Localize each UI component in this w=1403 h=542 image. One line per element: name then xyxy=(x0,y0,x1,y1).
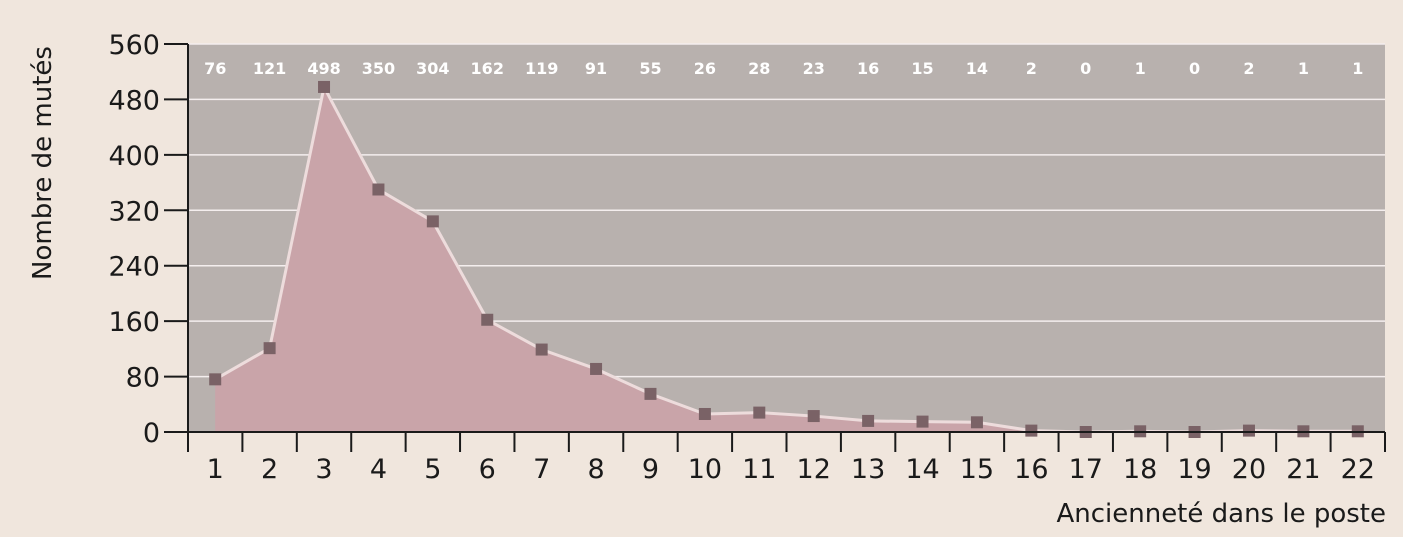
data-point-4 xyxy=(372,183,385,196)
x-tick-label-14: 14 xyxy=(905,454,939,485)
y-tick-label-480: 480 xyxy=(108,85,160,116)
x-tick-label-12: 12 xyxy=(797,454,831,485)
x-tick-label-10: 10 xyxy=(688,454,722,485)
data-label-6: 162 xyxy=(471,59,504,78)
data-label-3: 498 xyxy=(307,59,340,78)
x-tick-label-13: 13 xyxy=(851,454,885,485)
data-label-9: 55 xyxy=(639,59,661,78)
data-label-20: 2 xyxy=(1243,59,1254,78)
data-label-17: 0 xyxy=(1080,59,1091,78)
data-point-2 xyxy=(263,342,276,355)
data-label-22: 1 xyxy=(1352,59,1363,78)
x-tick-label-4: 4 xyxy=(370,454,387,485)
data-point-15 xyxy=(970,416,983,429)
x-tick-label-3: 3 xyxy=(315,454,332,485)
data-point-10 xyxy=(698,407,711,420)
y-axis-title: Nombre de mutés xyxy=(28,46,58,280)
x-tick-label-20: 20 xyxy=(1232,454,1266,485)
x-tick-label-19: 19 xyxy=(1177,454,1211,485)
data-label-8: 91 xyxy=(585,59,607,78)
data-point-16 xyxy=(1025,424,1038,437)
x-tick-label-11: 11 xyxy=(742,454,776,485)
x-tick-label-1: 1 xyxy=(207,454,224,485)
data-label-11: 28 xyxy=(748,59,770,78)
data-label-1: 76 xyxy=(204,59,226,78)
data-labels: 76 121 498 350 304 162 119 91 55 26 28 23 16 15 14 2 0 1 0… xyxy=(204,59,1363,78)
data-label-18: 1 xyxy=(1135,59,1146,78)
y-tick-label-160: 160 xyxy=(108,307,160,338)
y-tick-label-80: 80 xyxy=(126,363,160,394)
data-label-19: 0 xyxy=(1189,59,1200,78)
x-tick-label-15: 15 xyxy=(960,454,994,485)
data-point-13 xyxy=(862,414,875,427)
data-label-13: 16 xyxy=(857,59,879,78)
x-tick-label-16: 16 xyxy=(1014,454,1048,485)
y-tick-label-320: 320 xyxy=(108,196,160,227)
data-point-7 xyxy=(535,343,548,356)
series-area-fill xyxy=(215,86,1358,432)
data-point-1 xyxy=(209,373,222,386)
x-tick-label-18: 18 xyxy=(1123,454,1157,485)
data-point-5 xyxy=(426,215,439,228)
data-label-10: 26 xyxy=(694,59,716,78)
y-tick-label-560: 560 xyxy=(108,30,160,61)
y-tick-label-240: 240 xyxy=(108,252,160,283)
data-point-6 xyxy=(481,313,494,326)
data-label-2: 121 xyxy=(253,59,286,78)
data-point-9 xyxy=(644,387,657,400)
data-label-7: 119 xyxy=(525,59,558,78)
x-axis-title: Ancienneté dans le poste xyxy=(1056,499,1386,529)
data-label-5: 304 xyxy=(416,59,449,78)
data-label-12: 23 xyxy=(803,59,825,78)
x-tick-label-17: 17 xyxy=(1069,454,1103,485)
x-tick-label-8: 8 xyxy=(587,454,604,485)
data-point-14 xyxy=(916,415,929,428)
data-label-16: 2 xyxy=(1026,59,1037,78)
data-point-3 xyxy=(318,80,331,93)
data-label-4: 350 xyxy=(362,59,395,78)
x-tick-label-21: 21 xyxy=(1286,454,1320,485)
y-tick-label-0: 0 xyxy=(143,418,160,449)
data-label-15: 14 xyxy=(966,59,988,78)
data-label-14: 15 xyxy=(911,59,933,78)
data-point-20 xyxy=(1242,424,1255,437)
x-tick-label-9: 9 xyxy=(642,454,659,485)
data-point-12 xyxy=(807,410,820,423)
data-label-21: 1 xyxy=(1298,59,1309,78)
y-tick-label-400: 400 xyxy=(108,141,160,172)
series-markers xyxy=(209,80,1364,438)
x-tick-label-7: 7 xyxy=(533,454,550,485)
data-point-8 xyxy=(590,362,603,375)
x-tick-label-22: 22 xyxy=(1341,454,1375,485)
data-point-11 xyxy=(753,406,766,419)
x-tick-label-2: 2 xyxy=(261,454,278,485)
x-tick-label-5: 5 xyxy=(424,454,441,485)
x-tick-label-6: 6 xyxy=(479,454,496,485)
